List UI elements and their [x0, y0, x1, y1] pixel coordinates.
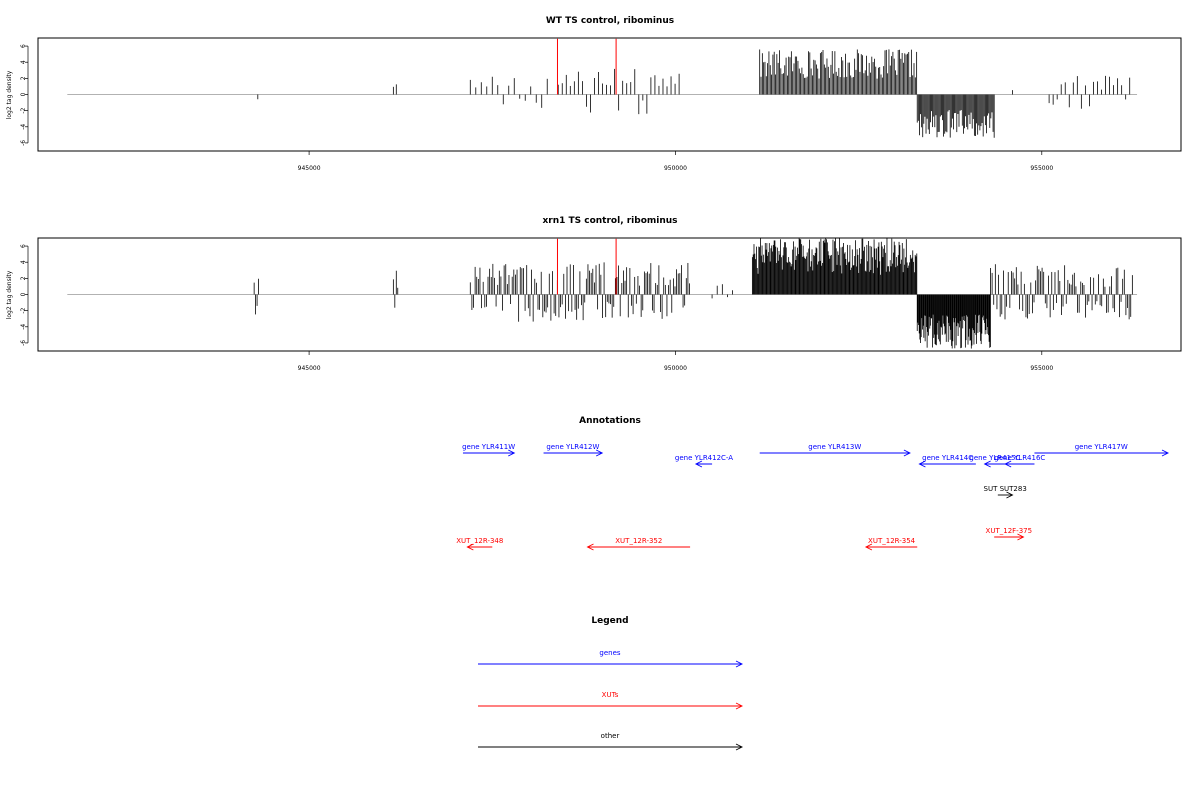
y-tick-label: 6 [20, 244, 27, 248]
annotation-feature: gene YLR413W [759, 443, 911, 457]
feature-arrowhead [983, 460, 991, 468]
annotation-feature: gene YLR412W [543, 443, 604, 457]
plot-frame [37, 37, 1182, 152]
annotation-feature: XUT_12R-354 [864, 537, 918, 551]
legend-arrowhead [735, 743, 744, 751]
feature-arrowhead [1017, 533, 1025, 541]
y-tick-label: 2 [20, 276, 27, 280]
y-axis-label: log2 tag density [6, 70, 13, 119]
plot-frame [37, 237, 1182, 352]
feature-label: gene YLR416C [994, 454, 1045, 462]
legend-item: XUTs [478, 691, 744, 710]
wt-coverage-panel: WT TS control, ribominus log2 tag densit… [6, 16, 1182, 172]
annotation-feature: XUT_12R-348 [456, 537, 503, 551]
x-tick-label: 945000 [298, 365, 321, 372]
feature-arrowhead [466, 543, 474, 551]
annotation-features: gene YLR411W gene YLR412W gene YLR412C-A ge… [456, 443, 1170, 551]
coverage-bars [67, 238, 1138, 349]
legend-arrowhead [735, 702, 744, 710]
x-axis: 945000 950000 955000 [298, 151, 1053, 172]
feature-label: gene YLR413W [808, 443, 861, 451]
feature-arrowhead [1004, 460, 1012, 468]
feature-label: gene YLR411W [462, 443, 515, 451]
annotation-feature: gene YLR412C-A [675, 454, 733, 468]
feature-arrowhead [903, 449, 911, 457]
annotation-feature: XUT_12R-352 [586, 537, 691, 551]
annotations-title: Annotations [579, 416, 641, 426]
annotation-feature: gene YLR415C [969, 454, 1021, 468]
x-tick-label: 950000 [664, 165, 687, 172]
coverage-bars [67, 38, 1138, 138]
legend-item: genes [478, 649, 744, 668]
feature-arrowhead [586, 543, 594, 551]
x-tick-label: 945000 [298, 165, 321, 172]
feature-label: gene YLR415C [969, 454, 1020, 462]
feature-arrowhead [864, 543, 873, 551]
legend-title: Legend [591, 616, 628, 626]
annotation-feature: gene YLR417W [1034, 443, 1170, 457]
legend: Legend genes XUTs other [478, 616, 744, 751]
y-tick-label: 4 [20, 60, 27, 64]
panel-title: WT TS control, ribominus [546, 16, 674, 26]
feature-label: XUT_12R-348 [456, 537, 503, 545]
y-axis: -6 -4 -2 0 2 4 6 [20, 44, 29, 146]
xrn1-coverage-panel: xrn1 TS control, ribominus log2 tag dens… [6, 216, 1182, 372]
feature-label: gene YLR414C [922, 454, 973, 462]
annotation-feature: SUT SUT283 [984, 485, 1027, 499]
y-tick-label: -2 [20, 107, 27, 113]
legend-label: other [601, 732, 620, 740]
y-tick-label: 0 [20, 92, 27, 96]
feature-label: gene YLR412W [546, 443, 599, 451]
y-tick-label: 0 [20, 292, 27, 296]
legend-arrowhead [735, 660, 744, 668]
y-tick-label: -6 [20, 340, 27, 346]
feature-arrowhead [1161, 449, 1170, 457]
x-tick-label: 955000 [1030, 365, 1053, 372]
feature-arrowhead [1006, 491, 1014, 499]
legend-items: genes XUTs other [478, 649, 744, 751]
feature-arrowhead [918, 460, 926, 468]
annotation-feature: gene YLR416C [994, 454, 1045, 468]
y-tick-label: 4 [20, 260, 27, 264]
legend-item: other [478, 732, 744, 751]
feature-label: SUT SUT283 [984, 485, 1027, 493]
panel-title: xrn1 TS control, ribominus [542, 216, 677, 226]
y-tick-label: -6 [20, 140, 27, 146]
feature-arrowhead [694, 460, 703, 468]
annotation-feature: gene YLR414C [918, 454, 976, 468]
legend-label: genes [599, 649, 620, 657]
x-tick-label: 950000 [664, 365, 687, 372]
x-tick-label: 955000 [1030, 165, 1053, 172]
legend-label: XUTs [602, 691, 619, 699]
y-tick-label: 2 [20, 76, 27, 80]
annotations-track: Annotations gene YLR411W gene YLR412Wgene… [456, 416, 1170, 551]
y-tick-label: -4 [20, 324, 27, 330]
y-tick-label: -4 [20, 124, 27, 130]
feature-label: gene YLR412C-A [675, 454, 733, 462]
feature-arrowhead [595, 449, 604, 457]
feature-label: XUT_12R-354 [868, 537, 916, 545]
y-tick-label: 6 [20, 44, 27, 48]
x-axis: 945000 950000 955000 [298, 351, 1053, 372]
annotation-feature: XUT_12F-375 [986, 527, 1033, 541]
feature-label: XUT_12R-352 [615, 537, 662, 545]
y-axis: -6 -4 -2 0 2 4 6 [20, 244, 29, 346]
feature-label: gene YLR417W [1075, 443, 1128, 451]
y-axis-label: log2 tag density [6, 270, 13, 319]
feature-arrowhead [508, 449, 516, 457]
annotation-feature: gene YLR411W [462, 443, 516, 457]
feature-label: XUT_12F-375 [986, 527, 1033, 535]
y-tick-label: -2 [20, 307, 27, 313]
